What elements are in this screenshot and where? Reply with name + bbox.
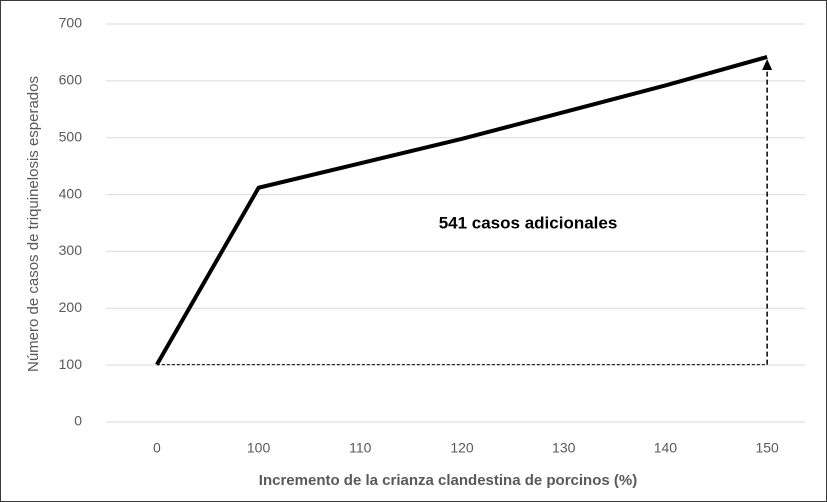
x-tick-label: 150 [755, 440, 779, 456]
x-tick-label: 140 [654, 440, 678, 456]
annotation: 541 casos adicionales [439, 213, 618, 232]
arrow-head [762, 58, 773, 70]
y-tick-label: 400 [59, 185, 83, 201]
x-axis-title: Incremento de la crianza clandestina de … [259, 472, 637, 489]
y-tick-label: 700 [59, 15, 83, 31]
y-tick-label: 300 [59, 242, 83, 258]
x-tick-label: 120 [450, 440, 474, 456]
x-tick-label: 0 [153, 440, 161, 456]
y-tick-label: 600 [59, 72, 83, 88]
y-tick-label: 200 [59, 299, 83, 315]
y-tick-label: 500 [59, 128, 83, 144]
line [155, 55, 768, 366]
y-tick-label: 100 [59, 356, 83, 372]
y-tick-label: 0 [74, 413, 82, 429]
x-tick-label: 110 [349, 440, 372, 456]
y-axis-title: Número de casos de triquinelosis esperad… [25, 76, 42, 372]
x-tick-label: 100 [247, 440, 271, 456]
x-tick-label: 130 [552, 440, 576, 456]
